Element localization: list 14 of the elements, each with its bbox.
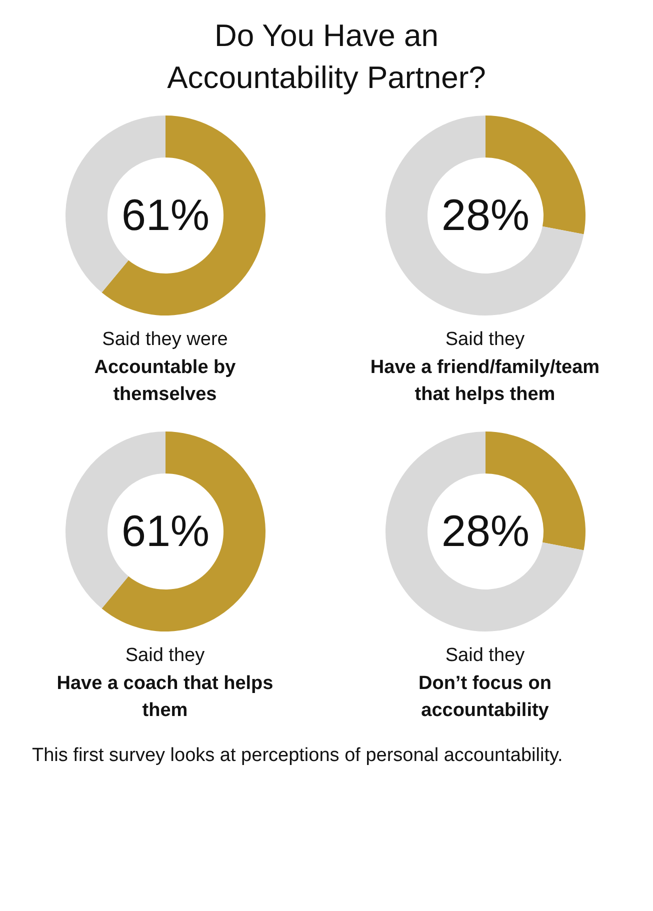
text: Have a friend/family/team that helps them xyxy=(370,356,600,406)
chart-title: Do You Have an Accountability Partner? xyxy=(166,17,487,97)
data-label: 28% xyxy=(441,507,530,556)
data-label: 28% xyxy=(441,191,530,240)
data-label: 61% xyxy=(121,191,210,240)
text: Said they xyxy=(445,645,525,666)
text: This first survey looks at perceptions of personal accountability. xyxy=(32,744,563,768)
text: Said they were xyxy=(102,329,228,350)
text: Accountable by themselves xyxy=(94,356,236,406)
text: Said they xyxy=(445,329,525,350)
data-label: 61% xyxy=(121,507,210,556)
text: Have a coach that helps them xyxy=(56,672,274,722)
text: Said they xyxy=(125,645,205,666)
text: Don’t focus on accountability xyxy=(418,672,552,722)
